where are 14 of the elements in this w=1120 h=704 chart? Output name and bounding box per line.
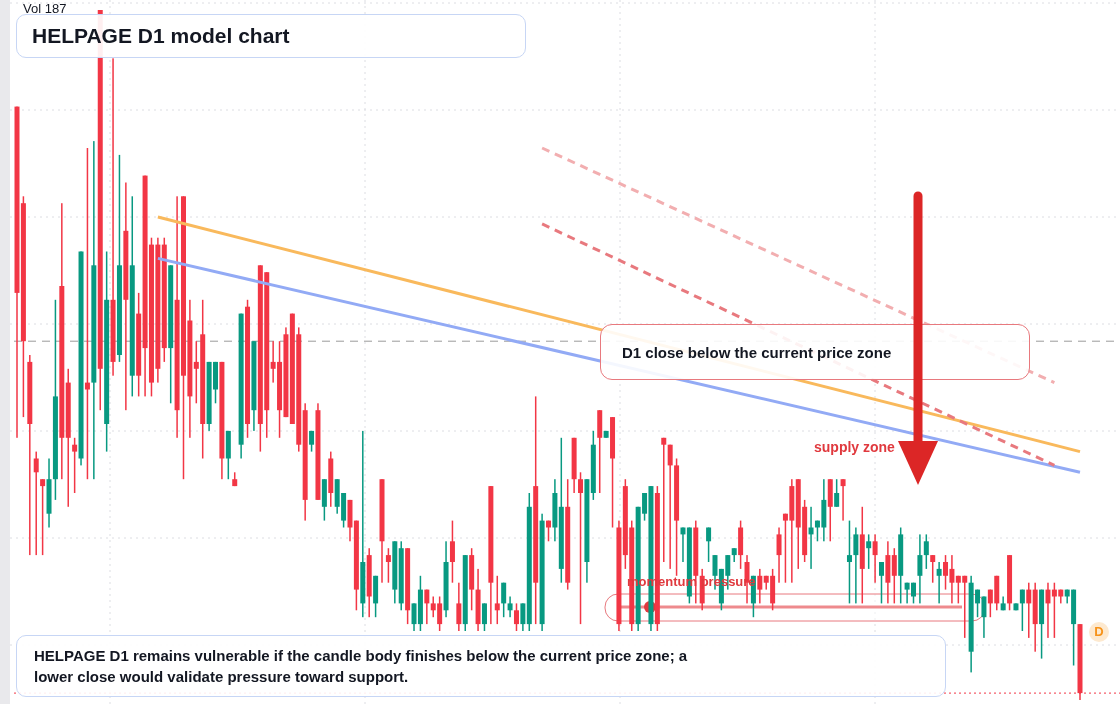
title-box: HELPAGE D1 model chart (16, 14, 526, 58)
candlestick (840, 479, 846, 521)
candlestick (661, 437, 667, 562)
annotation: Vol 187 (23, 1, 67, 16)
candlestick (936, 562, 942, 604)
candlestick (917, 534, 923, 604)
candlestick (853, 527, 859, 604)
candlestick (360, 430, 366, 618)
note-box: HELPAGE D1 remains vulnerable if the candle body finishes below the current price zone; a lower close would validate pressure toward support. (16, 635, 946, 697)
candlestick (110, 58, 116, 376)
annotation: supply zone (812, 439, 897, 455)
callout-box: D1 close below the current price zone (600, 324, 1030, 380)
text: D (1089, 622, 1109, 642)
candlestick (667, 444, 673, 569)
